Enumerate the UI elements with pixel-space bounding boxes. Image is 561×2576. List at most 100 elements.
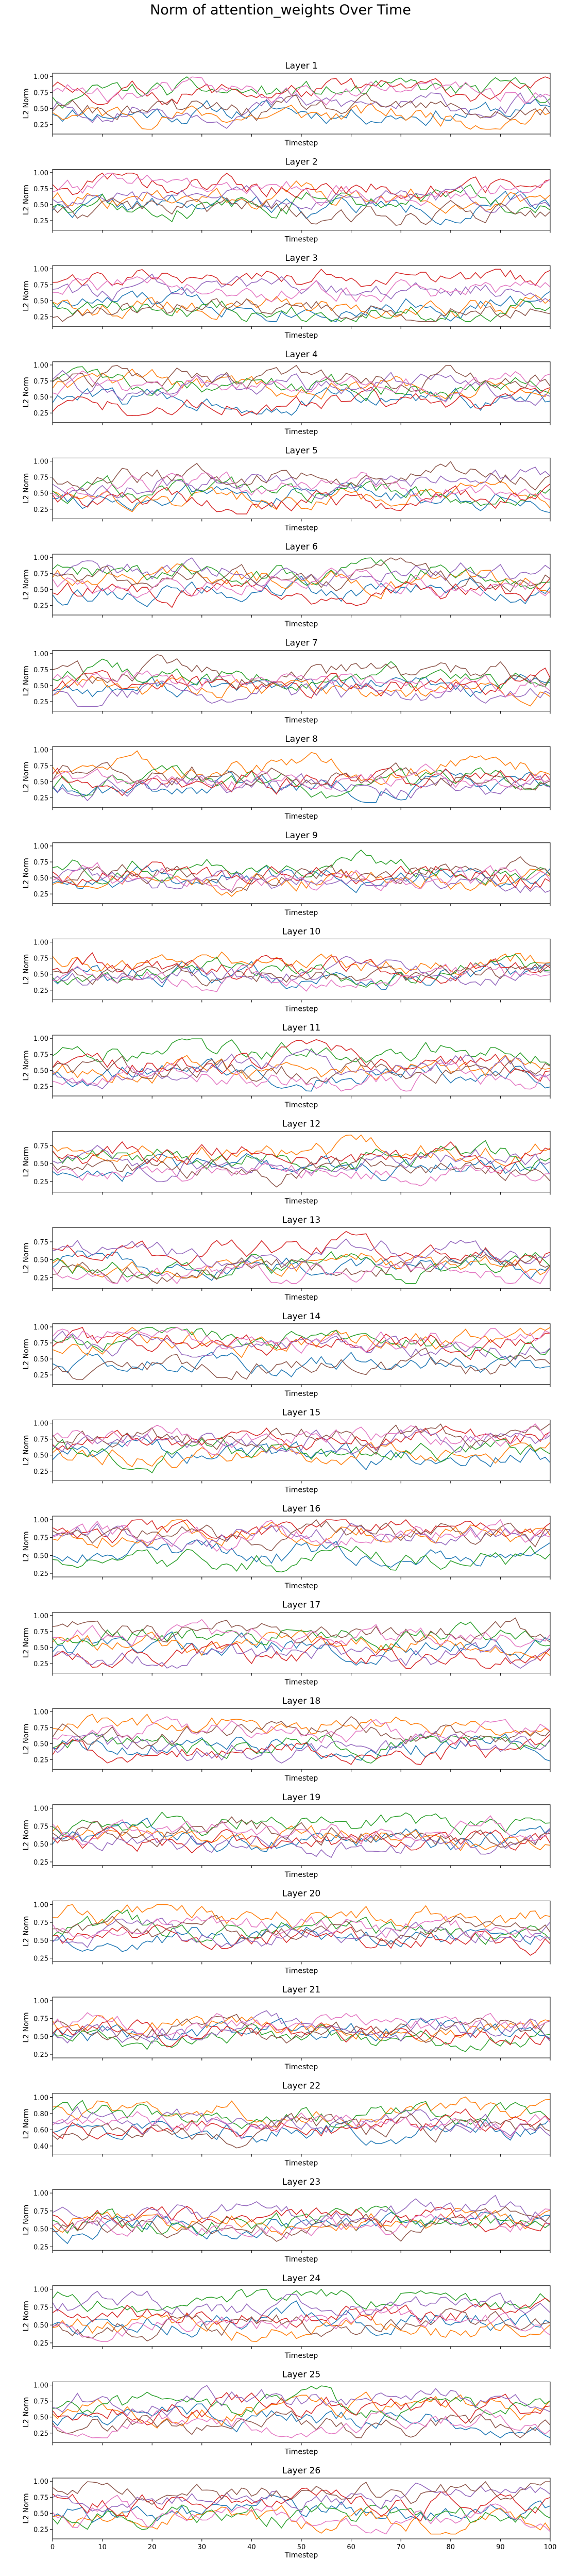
series-line-5 [52, 557, 551, 587]
subplot-title: Layer 9 [285, 830, 318, 841]
series-line-7 [52, 1327, 551, 1354]
y-axis-label: L2 Norm [22, 1916, 30, 1947]
x-tick-label: 20 [148, 2544, 157, 2551]
y-tick-label: 0.50 [33, 2033, 48, 2041]
y-tick-label: 1.00 [33, 2478, 48, 2486]
x-tick-label: 90 [496, 2544, 505, 2551]
series-line-2 [52, 1442, 551, 1468]
series-line-4 [52, 1326, 551, 1360]
series-line-5 [52, 467, 551, 500]
plot-frame [52, 554, 551, 616]
y-tick-label: 0.75 [33, 2398, 48, 2406]
series-line-3 [52, 366, 551, 402]
series-line-2 [52, 675, 551, 707]
y-tick-label: 0.50 [33, 875, 48, 883]
series-line-3 [52, 298, 551, 322]
subplot-layer-6: Layer 6 0.25 0.50 0.75 1.00 Timestep L2 Norm [22, 542, 551, 628]
series-line-4 [52, 1519, 551, 1543]
series-line-6 [52, 2308, 551, 2341]
series-line-6 [52, 364, 551, 392]
series-line-7 [52, 471, 551, 503]
subplot-layer-25: Layer 25 0.25 0.50 0.75 1.00 Timestep L2 Norm [22, 2369, 551, 2456]
y-tick-label: 0.50 [33, 1067, 48, 1075]
series-line-1 [52, 769, 551, 803]
subplot-layer-23: Layer 23 0.25 0.50 0.75 1.00 Timestep L2 Norm [22, 2177, 551, 2264]
y-tick-label: 0.25 [33, 2526, 48, 2534]
y-tick-label: 1.00 [33, 170, 48, 177]
y-axis-label: L2 Norm [22, 666, 30, 696]
x-axis-label: Timestep [284, 1871, 318, 1879]
y-axis-label: L2 Norm [22, 2012, 30, 2042]
series-line-6 [52, 1816, 551, 1848]
series-line-6 [52, 1156, 551, 1188]
series-line-3 [52, 2385, 551, 2421]
y-tick-label: 1.00 [33, 265, 48, 273]
y-tick-label: 0.50 [33, 202, 48, 209]
y-tick-label: 0.75 [33, 1823, 48, 1831]
series-line-3 [52, 1811, 551, 1837]
y-tick-label: 0.25 [33, 2051, 48, 2059]
series-line-4 [52, 269, 551, 287]
series-line-3 [52, 1140, 551, 1172]
series-line-1 [52, 2118, 551, 2146]
subplot-layer-16: Layer 16 0.25 0.50 0.75 1.00 Timestep L2 Norm [22, 1504, 551, 1590]
series-line-5 [52, 2290, 551, 2318]
series-line-3 [52, 2100, 551, 2130]
subplot-layer-17: Layer 17 0.25 0.50 0.75 1.00 Timestep L2 Norm [22, 1600, 551, 1687]
series-line-6 [52, 298, 551, 322]
subplot-layer-1: Layer 1 0.25 0.50 0.75 1.00 Timestep L2 Norm [22, 61, 551, 147]
plot-frame [52, 1804, 551, 1866]
series-line-4 [52, 2108, 551, 2140]
x-axis-label: Timestep [284, 2063, 318, 2071]
y-axis-label: L2 Norm [22, 1724, 30, 1754]
series-line-2 [52, 369, 551, 400]
x-axis-label: Timestep [284, 2255, 318, 2264]
y-axis-label: L2 Norm [22, 1531, 30, 1561]
series-line-1 [52, 387, 551, 416]
series-line-5 [52, 273, 551, 303]
y-tick-label: 0.40 [33, 2143, 48, 2151]
series-line-7 [52, 862, 551, 891]
series-line-3 [52, 1732, 551, 1764]
x-axis-label: Timestep [284, 2159, 318, 2168]
x-axis-label: Timestep [284, 812, 318, 821]
x-tick-label: 0 [50, 2544, 55, 2551]
y-tick-label: 0.25 [33, 795, 48, 803]
series-line-3 [52, 1436, 551, 1474]
series-line-7 [52, 76, 551, 106]
series-line-5 [52, 1331, 551, 1360]
series-line-7 [52, 2495, 551, 2535]
x-axis-label: Timestep [284, 1582, 318, 1590]
subplot-title: Layer 18 [282, 1696, 320, 1706]
y-tick-label: 1.00 [33, 1998, 48, 2005]
subplot-title: Layer 12 [282, 1119, 320, 1129]
y-tick-label: 0.25 [33, 218, 48, 225]
series-line-1 [52, 2403, 551, 2438]
subplot-title: Layer 15 [282, 1407, 320, 1418]
series-line-2 [52, 1054, 551, 1084]
series-line-5 [52, 2106, 551, 2137]
y-tick-label: 1.00 [33, 1420, 48, 1428]
series-line-4 [52, 2298, 551, 2328]
series-line-4 [52, 1141, 551, 1174]
series-line-7 [52, 568, 551, 599]
y-tick-label: 0.50 [33, 394, 48, 402]
subplot-title: Layer 17 [282, 1600, 320, 1610]
subplot-title: Layer 26 [282, 2466, 320, 2476]
y-tick-label: 0.25 [33, 891, 48, 899]
series-line-4 [52, 1231, 551, 1267]
series-line-7 [52, 2111, 551, 2140]
series-line-5 [52, 1917, 551, 1948]
series-line-2 [52, 2313, 551, 2342]
series-line-7 [52, 670, 551, 697]
series-line-7 [52, 1423, 551, 1456]
y-tick-label: 0.75 [33, 859, 48, 867]
y-tick-label: 0.50 [33, 1937, 48, 1945]
y-axis-label: L2 Norm [22, 954, 30, 985]
series-line-4 [52, 484, 551, 514]
series-line-1 [52, 482, 551, 513]
series-line-6 [52, 1716, 551, 1750]
plot-frame [52, 169, 551, 231]
subplot-layer-3: Layer 3 0.25 0.50 0.75 1.00 Timestep L2 Norm [22, 253, 551, 340]
